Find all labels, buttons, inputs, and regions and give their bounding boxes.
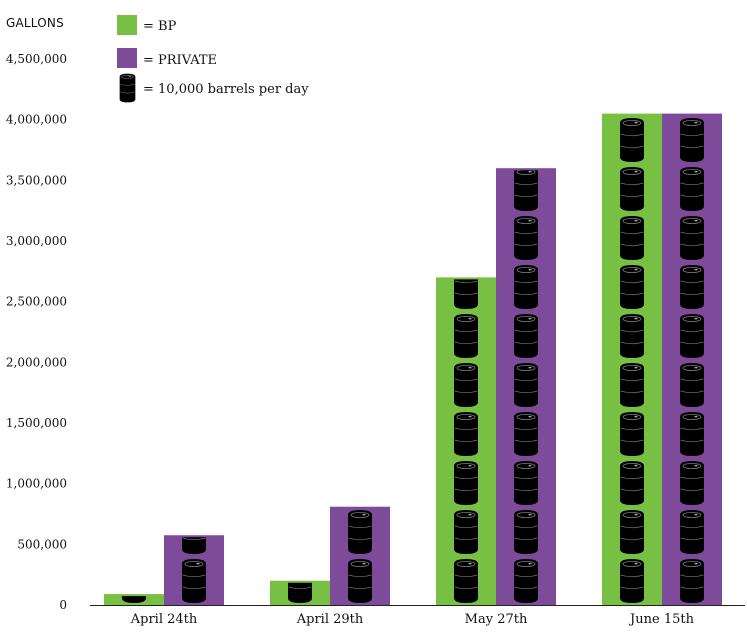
oil-barrel-icon xyxy=(679,167,705,211)
oil-barrel-icon xyxy=(513,216,539,260)
oil-barrel-icon xyxy=(679,559,705,603)
oil-barrel-icon xyxy=(119,73,136,103)
oil-barrel-icon xyxy=(619,363,645,407)
bar-private-1 xyxy=(164,535,224,605)
bar-private-4 xyxy=(662,113,722,605)
oil-barrel-icon xyxy=(679,412,705,456)
oil-barrel-icon xyxy=(679,363,705,407)
bar-private-3 xyxy=(496,168,556,605)
oil-barrel-icon xyxy=(454,216,478,260)
y-tick-label: 1,000,000 xyxy=(6,477,67,491)
oil-barrel-icon xyxy=(453,461,479,505)
legend-label-private: = PRIVATE xyxy=(143,53,217,68)
oil-barrel-icon xyxy=(181,537,207,554)
oil-barrel-icon xyxy=(121,596,147,603)
legend-label-barrels: = 10,000 barrels per day xyxy=(143,82,309,97)
oil-barrel-icon xyxy=(679,118,705,162)
bar-bp-1 xyxy=(104,594,164,605)
bar-bp-3 xyxy=(436,167,496,605)
barrel-icons xyxy=(513,170,539,603)
oil-barrel-icon xyxy=(619,265,645,309)
oil-barrel-icon xyxy=(454,167,478,211)
y-axis: 0 500,000 1,000,000 1,500,000 2,000,000 2,500… xyxy=(6,52,67,612)
oil-barrel-icon xyxy=(679,314,705,358)
barrel-icons xyxy=(347,461,373,603)
oil-barrel-icon xyxy=(679,461,705,505)
x-tick-label: April 24th xyxy=(130,612,198,627)
x-tick-label: April 29th xyxy=(296,612,364,627)
y-tick-label: 2,500,000 xyxy=(6,295,67,309)
y-tick-label: 0 xyxy=(59,598,67,612)
bar-bp-4 xyxy=(602,113,662,605)
oil-barrel-icon xyxy=(513,265,539,309)
oil-barrel-icon xyxy=(513,461,539,505)
oil-barrel-icon xyxy=(679,265,705,309)
oil-barrel-icon xyxy=(513,412,539,456)
oil-barrel-icon xyxy=(619,559,645,603)
oil-barrel-icon xyxy=(453,279,479,309)
legend-swatch-bp xyxy=(117,15,137,35)
barrel-icons xyxy=(453,167,479,603)
oil-barrel-icon xyxy=(619,167,645,211)
oil-barrel-icon xyxy=(453,559,479,603)
oil-barrel-icon xyxy=(348,461,372,505)
oil-barrel-icon xyxy=(619,216,645,260)
oil-barrel-icon xyxy=(181,559,207,603)
y-tick-label: 500,000 xyxy=(17,537,67,551)
oil-barrel-icon xyxy=(619,412,645,456)
y-tick-label: 1,500,000 xyxy=(6,416,67,430)
oil-barrel-icon xyxy=(619,461,645,505)
oil-barrel-icon xyxy=(513,170,539,211)
bar-private-2 xyxy=(330,461,390,605)
oil-barrel-icon xyxy=(347,510,373,554)
bars xyxy=(90,113,745,606)
oil-barrel-icon xyxy=(453,314,479,358)
y-tick-label: 4,000,000 xyxy=(6,113,67,127)
barrel-icons xyxy=(121,596,147,603)
legend: = BP = PRIVATE = 10,000 barrels per day xyxy=(117,15,309,103)
oil-barrel-icon xyxy=(619,510,645,554)
y-axis-label: GALLONS xyxy=(6,16,64,30)
oil-barrel-icon xyxy=(619,118,645,162)
oil-barrel-icon xyxy=(619,314,645,358)
bar-bp-2 xyxy=(270,580,330,605)
oil-barrel-icon xyxy=(513,363,539,407)
legend-label-bp: = BP xyxy=(143,19,177,34)
x-axis: April 24th April 29th May 27th June 15th xyxy=(130,612,695,627)
y-tick-label: 3,500,000 xyxy=(6,173,67,187)
oil-barrel-icon xyxy=(453,510,479,554)
legend-swatch-private xyxy=(117,48,137,68)
x-tick-label: June 15th xyxy=(628,612,695,627)
oil-barrel-icon xyxy=(453,363,479,407)
y-tick-label: 3,000,000 xyxy=(6,234,67,248)
y-tick-label: 2,000,000 xyxy=(6,355,67,369)
oil-barrel-icon xyxy=(453,412,479,456)
oil-barrel-icon xyxy=(513,510,539,554)
oil-barrel-icon xyxy=(679,510,705,554)
oil-barrel-icon xyxy=(513,559,539,603)
oil-barrel-icon xyxy=(513,314,539,358)
oil-barrel-icon xyxy=(679,216,705,260)
oil-barrel-icon xyxy=(347,559,373,603)
x-tick-label: May 27th xyxy=(465,612,528,627)
y-tick-label: 4,500,000 xyxy=(6,52,67,66)
